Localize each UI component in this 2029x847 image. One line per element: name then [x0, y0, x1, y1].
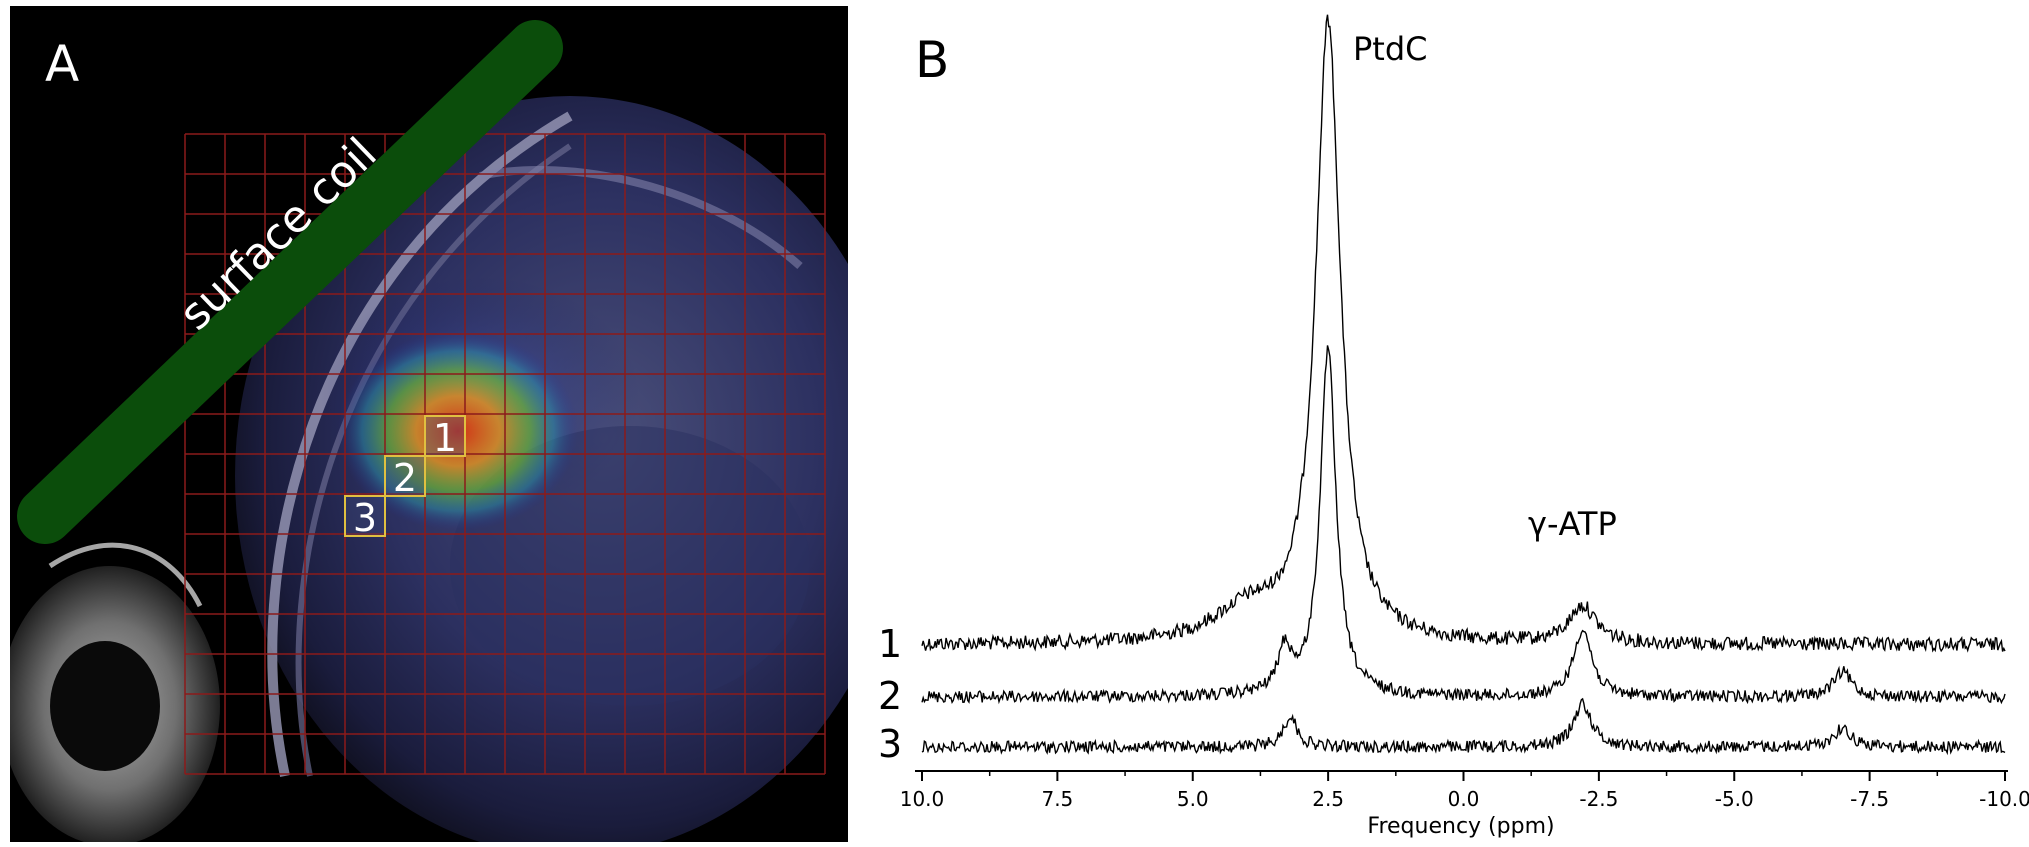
- trace-label-3: 3: [878, 722, 902, 766]
- mri-image: 1 2 3 surface coil A: [10, 20, 848, 842]
- trace-label-1: 1: [878, 622, 902, 666]
- spectrum-trace-1: [921, 14, 2006, 653]
- spectrum-trace-2: [921, 345, 2006, 705]
- x-axis: 10.0 7.5 5.0 2.5 0.0 -2.5 -5.0 -7.5 -10.0: [900, 770, 2029, 811]
- voxel-2[interactable]: 2: [384, 455, 426, 500]
- x-tick-label: 5.0: [1177, 787, 1209, 811]
- x-tick-label: 7.5: [1041, 787, 1073, 811]
- peak-label-ptdc: PtdC: [1353, 30, 1428, 68]
- mri-panel: 1 2 3 surface coil A: [10, 6, 848, 842]
- x-tick-label: -5.0: [1715, 787, 1754, 811]
- peak-label-atp: γ-ATP: [1528, 505, 1617, 543]
- x-axis-title: Frequency (ppm): [1367, 814, 1554, 839]
- spectrum-trace-3: [921, 697, 2006, 756]
- voxel-1[interactable]: 1: [424, 415, 466, 460]
- spectra-chart: B PtdC γ-ATP 1 2 3 10.0 7.5 5.0 2.5 0.0 -2.5 -…: [878, 14, 2029, 839]
- x-tick-label: -10.0: [1979, 787, 2029, 811]
- voxel-3-label: 3: [353, 496, 377, 540]
- x-tick-label: 0.0: [1448, 787, 1480, 811]
- voxel-2-label: 2: [393, 456, 417, 500]
- spectrum-traces: [921, 14, 2006, 756]
- voxel-1-label: 1: [433, 416, 457, 460]
- spectra-panel: B PtdC γ-ATP 1 2 3 10.0 7.5 5.0 2.5 0.0 -2.5 -…: [860, 0, 2029, 847]
- voxel-3[interactable]: 3: [344, 495, 386, 540]
- x-tick-label: -7.5: [1850, 787, 1889, 811]
- heatmap-overlay: [338, 331, 578, 531]
- trace-label-2: 2: [878, 674, 902, 718]
- panel-b-letter: B: [915, 31, 949, 89]
- panel-a-letter: A: [45, 35, 79, 93]
- csi-grid: [184, 133, 826, 775]
- x-tick-label: -2.5: [1579, 787, 1618, 811]
- x-tick-label: 2.5: [1312, 787, 1344, 811]
- x-tick-label: 10.0: [900, 787, 945, 811]
